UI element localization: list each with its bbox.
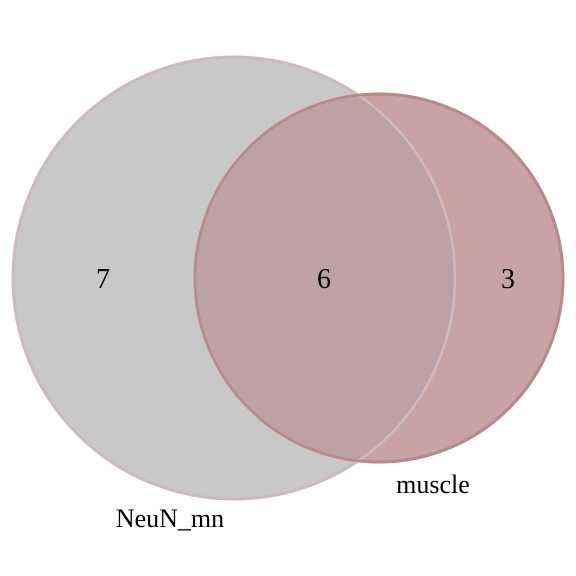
count-intersection: 6 (317, 264, 331, 295)
set-circle-muscle-edge (193, 92, 565, 464)
count-only-neun-mn: 7 (96, 264, 110, 295)
intersection-region (195, 94, 455, 462)
set-label-muscle: muscle (396, 470, 470, 499)
count-only-muscle: 3 (501, 264, 515, 295)
set-label-neun-mn: NeuN_mn (116, 504, 224, 533)
set-circle-neun-mn-edge (11, 55, 457, 501)
